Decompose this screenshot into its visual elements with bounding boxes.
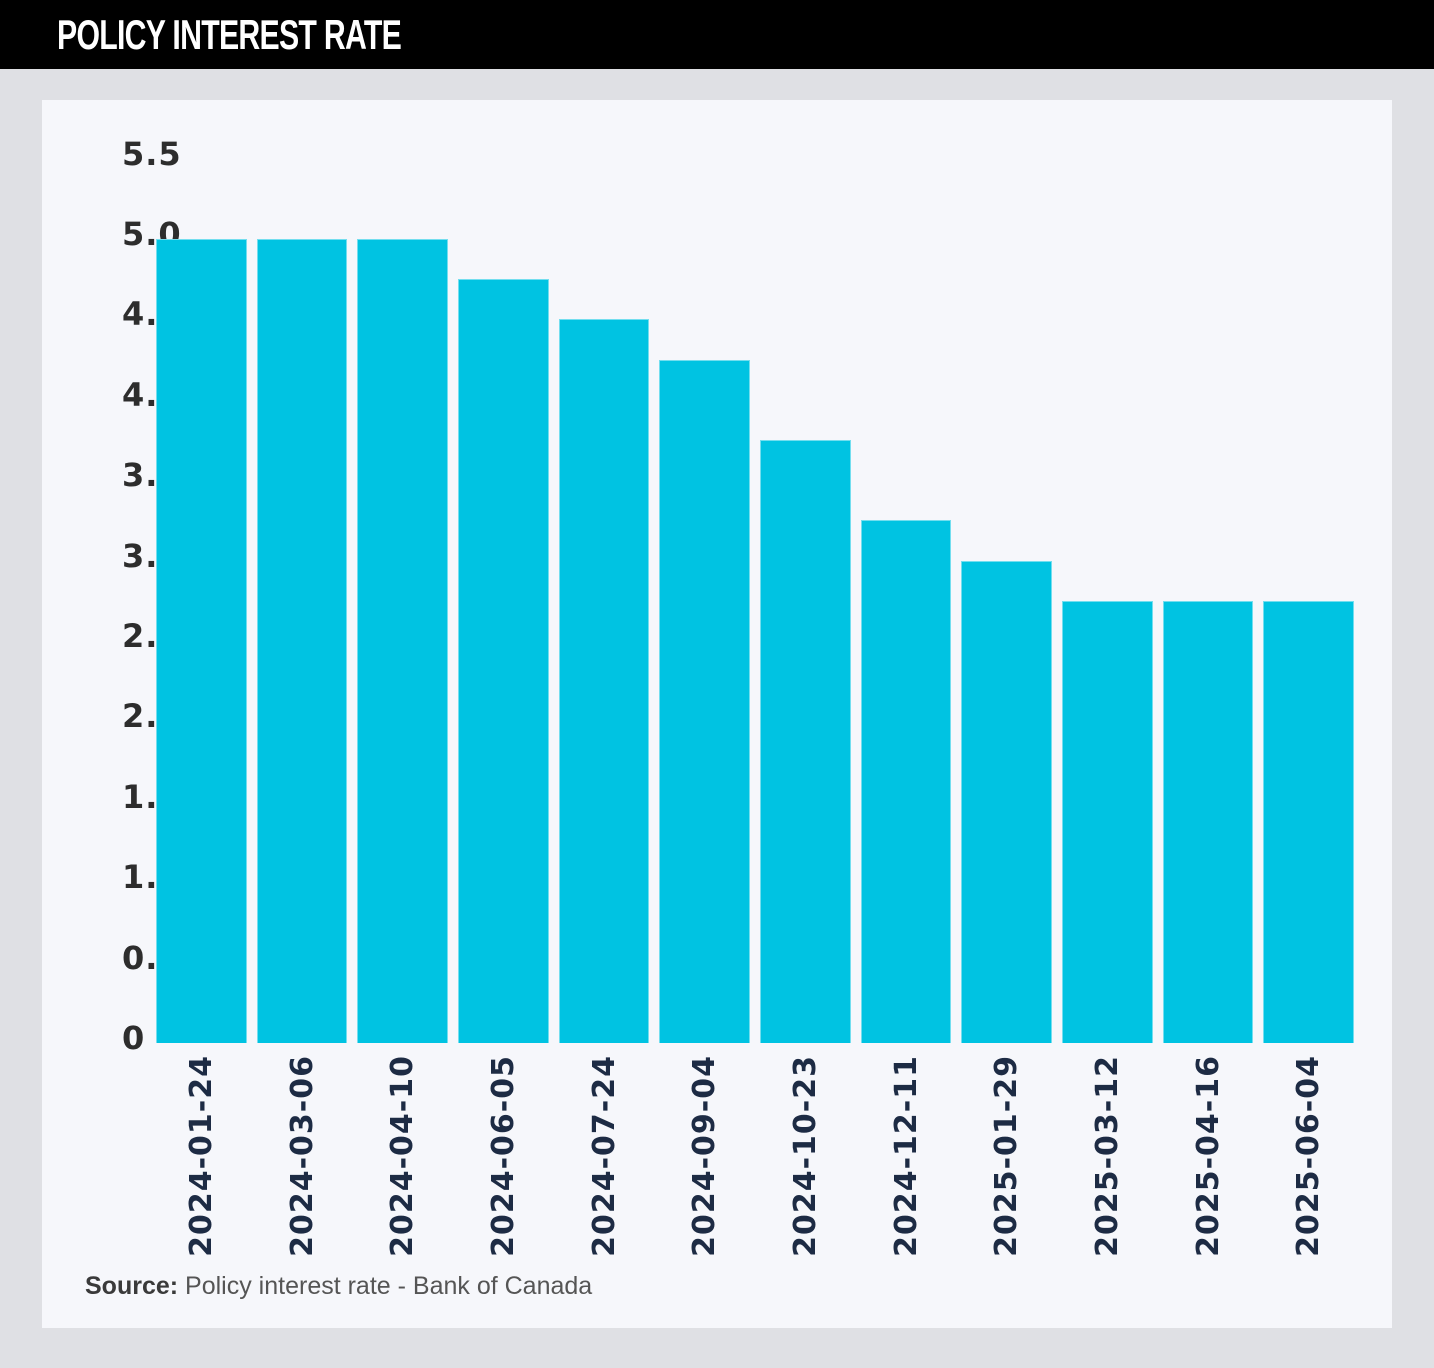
x-tick-cell: 2024-09-04 (659, 1055, 750, 1305)
x-tick-cell: 2025-06-04 (1263, 1055, 1354, 1305)
title-bar: POLICY INTEREST RATE (0, 0, 1434, 69)
y-tick-label: 5.5 (122, 134, 182, 173)
x-tick-label: 2024-09-04 (687, 1055, 723, 1257)
bar (1263, 601, 1355, 1043)
x-tick-label: 2024-07-24 (586, 1055, 622, 1257)
x-tick-cell: 2024-10-23 (760, 1055, 851, 1305)
x-axis: 2024-01-24 2024-03-06 2024-04-10 2024-06-05… (156, 1055, 1354, 1305)
x-tick-label: 2024-01-24 (183, 1055, 219, 1257)
y-tick-label: 0 (122, 1019, 146, 1057)
bar (357, 239, 449, 1043)
x-tick-cell: 2024-04-10 (357, 1055, 448, 1305)
chart-title: POLICY INTEREST RATE (57, 10, 402, 58)
x-tick-cell: 2024-06-05 (458, 1055, 549, 1305)
x-tick-label: 2025-06-04 (1291, 1055, 1327, 1257)
bar (256, 239, 348, 1043)
x-tick-cell: 2025-01-29 (961, 1055, 1052, 1305)
x-tick-label: 2024-10-23 (787, 1055, 823, 1257)
bar (156, 239, 247, 1043)
x-tick-label: 2024-04-10 (385, 1055, 421, 1257)
bar (760, 440, 851, 1043)
bar (659, 360, 751, 1043)
x-tick-label: 2025-03-12 (1089, 1055, 1125, 1257)
bar (961, 561, 1053, 1043)
bar (458, 279, 549, 1043)
x-tick-label: 2024-06-05 (485, 1055, 521, 1257)
x-tick-cell: 2025-03-12 (1062, 1055, 1153, 1305)
x-tick-cell: 2024-03-06 (257, 1055, 348, 1305)
source-label: Source: (85, 1272, 179, 1300)
x-tick-cell: 2024-07-24 (559, 1055, 650, 1305)
x-tick-cell: 2024-01-24 (156, 1055, 247, 1305)
bar (558, 319, 650, 1043)
chart-card: 0 0.5 1.0 1.5 2.0 2.5 3.0 3.5 4.0 4.5 5.0 5.5 2024-… (42, 100, 1392, 1328)
x-tick-label: 2025-04-16 (1190, 1055, 1226, 1257)
x-tick-label: 2025-01-29 (989, 1055, 1025, 1257)
source-note: Source: Policy interest rate - Bank of C… (85, 1272, 592, 1301)
x-tick-cell: 2024-12-11 (861, 1055, 952, 1305)
bar (1162, 601, 1254, 1043)
bars (156, 100, 1355, 1043)
bar (1062, 601, 1153, 1043)
x-tick-label: 2024-03-06 (284, 1055, 320, 1257)
x-tick-label: 2024-12-11 (888, 1055, 924, 1257)
x-tick-cell: 2025-04-16 (1163, 1055, 1254, 1305)
source-text: Policy interest rate - Bank of Canada (185, 1272, 593, 1300)
bar (860, 520, 952, 1043)
